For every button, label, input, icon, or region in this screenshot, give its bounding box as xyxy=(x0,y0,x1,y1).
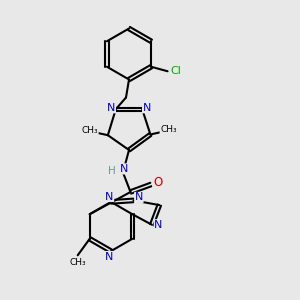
Text: CH₃: CH₃ xyxy=(160,125,177,134)
Text: O: O xyxy=(153,176,162,190)
Text: N: N xyxy=(154,220,163,230)
Text: CH₃: CH₃ xyxy=(82,126,98,135)
Text: N: N xyxy=(107,103,116,113)
Text: N: N xyxy=(142,103,151,113)
Text: N: N xyxy=(120,164,129,174)
Text: CH₃: CH₃ xyxy=(69,258,86,267)
Text: N: N xyxy=(105,191,114,202)
Text: N: N xyxy=(105,251,114,262)
Text: H: H xyxy=(108,166,116,176)
Text: Cl: Cl xyxy=(170,66,182,76)
Text: N: N xyxy=(135,192,143,203)
